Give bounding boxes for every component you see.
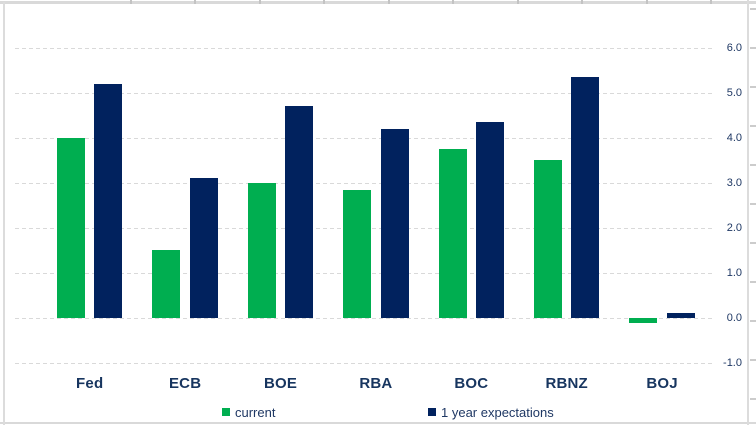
bar-current-BOC (438, 149, 467, 318)
category-label-BOE: BOE (263, 375, 298, 392)
central-bank-rates-chart[interactable]: 6.0 5.0 4.0 3.0 2.0 1.0 0.0 -1.0 Fed ECB BOE RBA BO… (5, 4, 747, 422)
sheet-column-tick (517, 0, 519, 5)
category-label-BOJ: BOJ (646, 375, 678, 392)
bar-1-year-expectations-BOJ (666, 313, 695, 318)
gridline-3.0 (15, 182, 713, 184)
legend-swatch-expectations-icon (428, 408, 436, 416)
sheet-column-tick (581, 0, 583, 5)
gridline-4.0 (15, 137, 713, 139)
category-label-RBA: RBA (359, 375, 393, 392)
legend-label-current: current (235, 404, 276, 420)
gridline-0.0 (15, 317, 713, 319)
bar-current-BOJ (629, 318, 658, 323)
sheet-row-tick (750, 281, 756, 283)
y-axis-tick-label: 6.0 (726, 42, 742, 54)
sheet-column-tick (130, 0, 132, 5)
bar-current-RBNZ (534, 160, 562, 318)
sheet-row-tick (750, 86, 756, 88)
sheet-column-tick (710, 0, 712, 5)
sheet-column-tick (452, 0, 454, 5)
legend-label-expectations: 1 year expectations (441, 404, 554, 420)
sheet-column-tick (323, 0, 325, 5)
y-axis-tick-label: 5.0 (726, 87, 742, 99)
sheet-row-tick (750, 164, 756, 166)
bar-current-Fed (57, 138, 85, 318)
sheet-row-tick (750, 242, 756, 244)
sheet-column-tick (646, 0, 648, 5)
bar-1-year-expectations-ECB (189, 178, 218, 318)
y-axis-tick-label: 2.0 (726, 222, 742, 234)
legend-item-current: current (222, 404, 276, 420)
sheet-row-tick (750, 320, 756, 322)
sheet-row-tick (750, 203, 756, 205)
sheet-row-tick (750, 47, 756, 49)
sheet-gridline-right (747, 0, 749, 425)
bar-1-year-expectations-BOE (285, 106, 314, 318)
sheet-gridline-bottom (0, 422, 756, 424)
sheet-row-tick (750, 125, 756, 127)
y-axis-tick-label: 0.0 (726, 312, 742, 324)
gridline-5.0 (15, 92, 713, 94)
category-label-BOC: BOC (454, 375, 489, 392)
legend-item-expectations: 1 year expectations (428, 404, 554, 420)
y-axis-tick-label: -1.0 (723, 357, 742, 369)
bar-current-RBA (343, 190, 372, 318)
sheet-column-tick (388, 0, 390, 5)
sheet-row-tick (750, 359, 756, 361)
sheet-gridline-left (3, 2, 5, 425)
sheet-row-tick (750, 8, 756, 10)
bar-1-year-expectations-Fed (94, 84, 123, 318)
y-axis-tick-label: 4.0 (726, 132, 742, 144)
bar-1-year-expectations-BOC (476, 122, 504, 318)
y-axis-tick-label: 1.0 (726, 267, 742, 279)
sheet-gridline-top (0, 1, 756, 4)
gridline-6.0 (15, 47, 713, 49)
gridline--1.0 (15, 362, 713, 364)
category-label-ECB: ECB (168, 375, 202, 392)
category-label-Fed: Fed (76, 375, 104, 392)
sheet-row-tick (750, 398, 756, 400)
sheet-column-tick (194, 0, 196, 5)
bar-current-BOE (247, 183, 276, 318)
category-label-RBNZ: RBNZ (545, 375, 588, 392)
bar-1-year-expectations-RBA (380, 129, 409, 318)
y-axis-tick-label: 3.0 (726, 177, 742, 189)
bar-current-ECB (152, 250, 181, 318)
sheet-column-tick (259, 0, 261, 5)
legend-swatch-current-icon (222, 408, 230, 416)
bar-1-year-expectations-RBNZ (571, 77, 600, 318)
